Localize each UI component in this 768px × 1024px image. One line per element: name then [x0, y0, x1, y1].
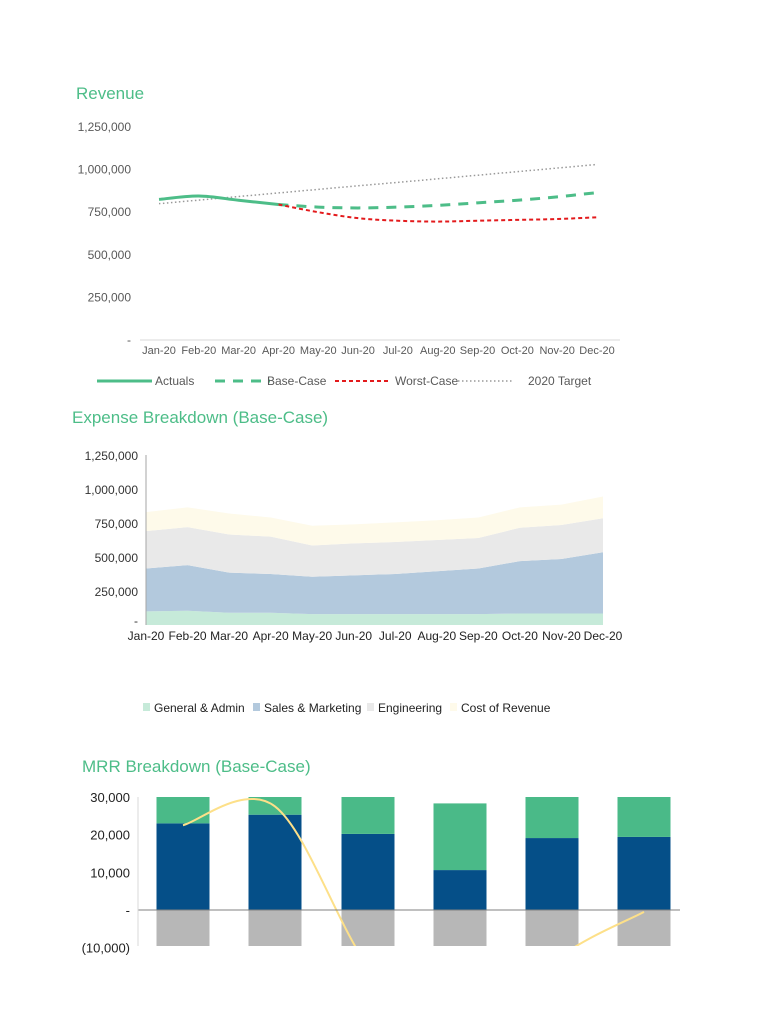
x-tick-label: Mar-20: [221, 345, 256, 357]
x-tick-label: Aug-20: [417, 629, 456, 643]
y-tick-label: 20,000: [90, 828, 130, 843]
legend-swatch: [450, 703, 457, 711]
y-tick-label: -: [134, 614, 138, 628]
y-tick-label: 250,000: [88, 290, 132, 304]
x-tick-label: Nov-20: [539, 345, 574, 357]
expense-chart-title: Expense Breakdown (Base-Case): [72, 408, 329, 427]
y-tick-label: 1,000,000: [78, 163, 132, 177]
bar-segment-blue: [248, 814, 302, 910]
x-tick-label: Sep-20: [459, 629, 498, 643]
series-line-actuals: [158, 194, 279, 207]
bar-segment-green: [341, 797, 395, 834]
bar-segment-green: [156, 797, 210, 824]
y-tick-label: 1,250,000: [78, 120, 132, 134]
x-tick-label: Jun-20: [335, 629, 372, 643]
bar-segment-blue: [156, 823, 210, 910]
x-tick-label: May-20: [300, 345, 337, 357]
bar-segment-gray: [341, 910, 395, 946]
legend-label: Base-Case: [267, 374, 327, 388]
y-tick-label: -: [126, 903, 130, 918]
plot-area: [156, 797, 671, 946]
y-tick-label: (10,000): [82, 941, 130, 956]
legend-label: General & Admin: [154, 701, 245, 715]
bar-segment-green: [617, 797, 671, 837]
revenue-chart: - 250,000 500,000 750,000 1,000,000 1,250,000…: [78, 120, 620, 388]
x-tick-label: Dec-20: [584, 629, 623, 643]
x-tick-label: Apr-20: [253, 629, 289, 643]
x-tick-label: Apr-20: [262, 345, 295, 357]
x-tick-label: Jun-20: [341, 345, 375, 357]
series-line-worst-case: [278, 203, 598, 223]
x-tick-label: Jan-20: [142, 345, 176, 357]
series-line-yellow: [182, 798, 645, 946]
area-sales-marketing: [146, 552, 603, 615]
bar-segment-blue: [433, 870, 487, 910]
x-tick-label: Jul-20: [379, 629, 412, 643]
legend-label: Actuals: [155, 374, 194, 388]
bar-segment-gray: [525, 910, 579, 946]
bar-segment-blue: [341, 833, 395, 910]
legend-label: Sales & Marketing: [264, 701, 361, 715]
y-tick-label: 750,000: [88, 205, 132, 219]
legend-swatch: [367, 703, 374, 711]
x-tick-label: Feb-20: [169, 629, 207, 643]
x-tick-label: Feb-20: [181, 345, 216, 357]
legend-label: 2020 Target: [528, 374, 592, 388]
area-engineering: [146, 518, 603, 577]
x-tick-label: Nov-20: [542, 629, 581, 643]
x-tick-label: Oct-20: [501, 345, 534, 357]
y-tick-label: 500,000: [88, 248, 132, 262]
x-tick-label: Mar-20: [210, 629, 248, 643]
x-tick-label: May-20: [292, 629, 332, 643]
bar-segment-gray: [248, 910, 302, 946]
legend-label: Engineering: [378, 701, 442, 715]
y-tick-label: 500,000: [95, 551, 139, 565]
y-tick-label: 30,000: [90, 790, 130, 805]
expense-chart: - 250,000 500,000 750,000 1,000,000 1,250,000…: [85, 449, 623, 715]
area-cost-of-revenue: [146, 496, 603, 546]
x-tick-label: Aug-20: [420, 345, 455, 357]
bar-segment-gray: [617, 910, 671, 946]
y-tick-label: -: [127, 333, 131, 347]
area-general-admin: [146, 610, 603, 625]
y-tick-label: 750,000: [95, 517, 139, 531]
x-tick-label: Oct-20: [502, 629, 538, 643]
x-tick-label: Dec-20: [579, 345, 614, 357]
bar-segment-green: [433, 803, 487, 871]
y-tick-label: 250,000: [95, 585, 139, 599]
y-tick-label: 1,000,000: [85, 483, 139, 497]
x-tick-label: Sep-20: [460, 345, 495, 357]
x-tick-label: Jul-20: [383, 345, 413, 357]
bar-segment-green: [525, 797, 579, 839]
bar-segment-blue: [525, 838, 579, 910]
bar-segment-blue: [617, 836, 671, 910]
legend-label: Worst-Case: [395, 374, 458, 388]
legend-swatch: [253, 703, 260, 711]
legend-swatch: [143, 703, 150, 711]
x-tick-label: Jan-20: [128, 629, 165, 643]
series-line-2020-target: [158, 163, 598, 205]
mrr-chart-title: MRR Breakdown (Base-Case): [82, 757, 311, 776]
bar-segment-gray: [156, 910, 210, 946]
bar-segment-gray: [433, 910, 487, 946]
y-tick-label: 1,250,000: [85, 449, 139, 463]
legend-label: Cost of Revenue: [461, 701, 551, 715]
revenue-chart-title: Revenue: [76, 84, 145, 103]
y-tick-label: 10,000: [90, 865, 130, 880]
